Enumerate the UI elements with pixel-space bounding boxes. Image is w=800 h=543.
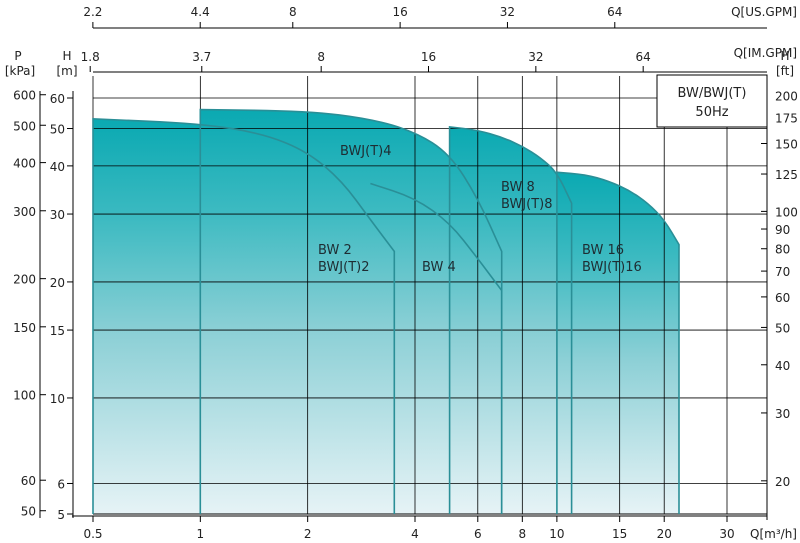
curve-label-bw16: BW 16 [582,243,624,258]
curve-label-bw2: BW 2 [318,243,352,258]
head-ft-tick-label-30: 30 [775,407,790,421]
head-ft-tick-label-70: 70 [775,265,790,279]
im-tick-label-64: 64 [636,50,651,64]
pressure-tick-label-600: 600 [13,89,36,103]
pressure-tick-label-300: 300 [13,205,36,219]
flow-tick-label-4: 4 [411,527,419,541]
head-ft-tick-label-50: 50 [775,321,790,335]
head-ft-axis-unit: [ft] [776,64,794,78]
us-tick-label-32: 32 [500,5,515,19]
curve-bw2 [92,117,396,514]
curve-label-bw4: BW 4 [422,260,456,275]
head-ft-tick-label-100: 100 [775,205,798,219]
flow-tick-label-2: 2 [304,527,312,541]
im-tick-label-3.7: 3.7 [192,50,211,64]
curve-label-bwjt4: BWJ(T)4 [340,144,392,159]
us-tick-label-2.2: 2.2 [83,5,102,19]
curve-fills [93,109,679,515]
title-box-line-1: BW/BWJ(T) [678,86,747,101]
flow-tick-label-0.5: 0.5 [83,527,102,541]
head-m-tick-label-10: 10 [50,392,65,406]
flow-tick-label-1: 1 [197,527,205,541]
pressure-tick-label-150: 150 [13,321,36,335]
fill-bw16 [556,172,679,515]
grid-lines [92,76,767,515]
head-ft-tick-label-200: 200 [775,89,798,103]
head-m-tick-label-40: 40 [50,160,65,174]
flow-tick-label-10: 10 [549,527,564,541]
curve-bw8 [448,126,573,514]
curve-label-bwjt2: BWJ(T)2 [318,260,370,275]
head-m-tick-label-6: 6 [57,477,65,491]
us-tick-label-64: 64 [607,5,622,19]
title-box-line-2: 50Hz [695,105,728,120]
axes: 0.5 1 2 4 6 8 10 15 20 30 5 6 10 15 20 30 40 50 60 50 60 100 1… [13,5,798,541]
pressure-tick-label-50: 50 [21,505,36,519]
us-tick-label-4.4: 4.4 [191,5,210,19]
head-m-tick-label-50: 50 [50,123,65,137]
pressure-tick-label-200: 200 [13,273,36,287]
pressure-axis-unit: [kPa] [5,64,35,78]
im-tick-label-16: 16 [421,50,436,64]
head-ft-tick-label-175: 175 [775,112,798,126]
curve-label-bwjt8: BWJ(T)8 [501,197,553,212]
head-ft-tick-label-80: 80 [775,243,790,257]
curve-bw4 [370,182,503,514]
curve-label-bwjt16: BWJ(T)16 [582,260,642,275]
head-m-tick-label-5: 5 [57,508,65,522]
curve-bwjt4 [199,108,503,514]
flow-tick-label-6: 6 [474,527,482,541]
head-m-tick-label-60: 60 [50,92,65,106]
pressure-tick-label-100: 100 [13,389,36,403]
head-m-axis-label: H [62,49,71,63]
pressure-tick-label-400: 400 [13,157,36,171]
flow-axis-label: Q[m³/h] [750,527,797,541]
top-us-axis-label: Q[US.GPM] [731,5,797,19]
title-box [656,74,768,128]
flow-tick-label-20: 20 [657,527,672,541]
us-tick-label-16: 16 [392,5,407,19]
im-tick-label-8: 8 [317,50,325,64]
head-m-tick-label-30: 30 [50,208,65,222]
flow-tick-label-8: 8 [519,527,527,541]
head-ft-tick-label-60: 60 [775,291,790,305]
curve-lines [92,108,680,514]
head-ft-tick-label-20: 20 [775,475,790,489]
flow-tick-label-30: 30 [719,527,734,541]
fill-bw8 [449,126,572,515]
flow-tick-label-15: 15 [612,527,627,541]
head-m-tick-label-20: 20 [50,276,65,290]
pressure-axis-label: P [14,49,21,63]
curve-bw16 [556,171,680,514]
head-ft-tick-label-125: 125 [775,168,798,182]
head-ft-tick-label-90: 90 [775,223,790,237]
pressure-tick-label-60: 60 [21,474,36,488]
us-tick-label-8: 8 [289,5,297,19]
head-ft-axis-label: H [780,49,789,63]
fill-bwjt4 [200,109,502,514]
pressure-tick-label-500: 500 [13,119,36,133]
head-m-axis-unit: [m] [56,64,77,78]
im-tick-label-32: 32 [528,50,543,64]
head-ft-tick-label-150: 150 [775,138,798,152]
curve-label-bw8: BW 8 [501,180,535,195]
top-im-axis-label: Q[IM.GPM] [734,46,797,60]
head-m-tick-label-15: 15 [50,324,65,338]
im-tick-label-1.8: 1.8 [81,50,100,64]
head-ft-tick-label-40: 40 [775,359,790,373]
